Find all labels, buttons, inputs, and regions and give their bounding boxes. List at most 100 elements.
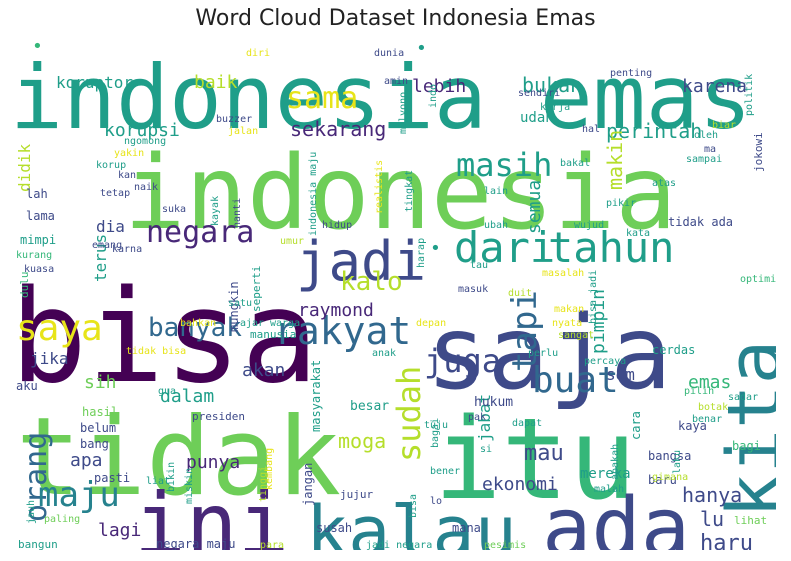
cloud-word: kurang bbox=[16, 250, 52, 261]
cloud-word: pilih bbox=[684, 386, 714, 397]
cloud-word: negara maju bbox=[156, 537, 235, 550]
cloud-word: karna bbox=[112, 244, 142, 255]
cloud-word: tau bbox=[470, 260, 488, 271]
cloud-word: hidup bbox=[322, 220, 352, 231]
cloud-word: mau bbox=[524, 441, 564, 466]
cloud-word: jokowi bbox=[752, 132, 765, 172]
cloud-word: kalo bbox=[340, 267, 403, 297]
cloud-word: apa bbox=[70, 450, 103, 471]
cloud-word: bakal bbox=[560, 158, 590, 169]
cloud-word: jujur bbox=[340, 488, 373, 501]
cloud-word: malah bbox=[594, 484, 624, 495]
cloud-word: bang bbox=[80, 437, 109, 451]
cloud-word: kalau bbox=[306, 491, 517, 550]
cloud-word: paling bbox=[44, 514, 80, 525]
cloud-word: dulu bbox=[18, 272, 31, 299]
cloud-word: sama bbox=[286, 81, 358, 116]
cloud-word: presiden bbox=[192, 410, 245, 423]
cloud-word: bahkan bbox=[180, 318, 216, 329]
cloud-word: banyak bbox=[148, 313, 242, 343]
cloud-word: politik bbox=[744, 74, 755, 116]
cloud-word: lebih bbox=[412, 76, 466, 97]
cloud-word: indonesia maju bbox=[308, 152, 319, 236]
cloud-word: harap bbox=[416, 238, 427, 268]
cloud-word: optimis bbox=[740, 274, 776, 285]
cloud-word: manusia bbox=[250, 328, 296, 341]
cloud-word: sangat bbox=[558, 330, 594, 341]
cloud-word: gimana bbox=[652, 472, 688, 483]
cloud-word: pimpin bbox=[588, 289, 609, 354]
cloud-word: naik bbox=[134, 182, 158, 193]
cloud-word: emang bbox=[92, 240, 122, 251]
cloud-word: didik bbox=[16, 143, 34, 192]
cloud-word: kuasa bbox=[24, 264, 54, 275]
cloud-word: jauh bbox=[26, 500, 37, 524]
cloud-word: kata bbox=[626, 228, 650, 239]
cloud-word: raymond bbox=[298, 300, 374, 321]
cloud-word: lain bbox=[484, 186, 508, 197]
cloud-word: realistis bbox=[374, 160, 385, 214]
cloud-word: bikin bbox=[166, 462, 177, 492]
cloud-word: lu bbox=[700, 507, 724, 531]
cloud-word: seperti bbox=[250, 266, 263, 312]
cloud-word: moga bbox=[338, 429, 386, 453]
cloud-word: tahun bbox=[548, 223, 674, 272]
cloud-word: semua bbox=[524, 180, 545, 234]
cloud-word: tinggi bbox=[258, 466, 269, 502]
cloud-word: diri bbox=[246, 48, 270, 59]
cloud-word: wujud bbox=[574, 220, 604, 231]
cloud-word: koruptor bbox=[56, 73, 133, 92]
cloud-word: dunia bbox=[374, 48, 404, 59]
cloud-word: terus bbox=[91, 234, 110, 282]
cloud-word: sdm bbox=[606, 365, 635, 384]
cloud-word: hukum bbox=[474, 395, 513, 410]
cloud-word: lah bbox=[26, 187, 48, 201]
cloud-word: sih bbox=[84, 372, 117, 393]
cloud-word: bangun bbox=[18, 538, 58, 550]
cloud-word: umur bbox=[280, 236, 304, 247]
chart-title: Word Cloud Dataset Indonesia Emas bbox=[195, 6, 596, 31]
cloud-word: jalan bbox=[228, 126, 258, 137]
cloud-word: hanya bbox=[682, 483, 742, 507]
cloud-word: satu bbox=[228, 298, 252, 309]
cloud-word: ngomong bbox=[124, 136, 166, 147]
cloud-word: karena bbox=[682, 76, 747, 97]
cloud-word: biar bbox=[712, 120, 736, 131]
cloud-word: aku bbox=[16, 379, 38, 393]
cloud-word: akan bbox=[242, 360, 285, 381]
cloud-word: saya bbox=[16, 308, 103, 349]
cloud-word: pasti bbox=[94, 471, 130, 485]
cloud-word: dia bbox=[96, 217, 125, 236]
cloud-word: belum bbox=[80, 421, 116, 435]
cloud-word: kaya bbox=[678, 419, 707, 433]
cloud-word: para bbox=[260, 540, 284, 550]
cloud-word: jadi negara bbox=[366, 540, 432, 550]
cloud-word: pesimis bbox=[484, 540, 526, 550]
cloud-word: masalah bbox=[542, 268, 584, 279]
cloud-word: tetap bbox=[100, 188, 130, 199]
cloud-word: oleh bbox=[694, 130, 718, 141]
cloud-word: sadar bbox=[728, 392, 758, 403]
cloud-word: masuk bbox=[458, 284, 488, 295]
cloud-word: saja bbox=[426, 294, 672, 413]
cloud-word: tingkat bbox=[404, 170, 415, 212]
cloud-word: yakin bbox=[114, 148, 144, 159]
cloud-word: indonesia bbox=[124, 134, 677, 253]
cloud-word: perintah bbox=[606, 119, 702, 143]
cloud-word: indonesia emas bbox=[16, 46, 752, 149]
cloud-word: laku bbox=[672, 450, 683, 474]
cloud-word: dapat bbox=[512, 418, 542, 429]
cloud-word: masih bbox=[456, 146, 552, 184]
cloud-word: emas bbox=[688, 372, 731, 393]
cloud-word: cara bbox=[629, 411, 643, 440]
cloud-word: liat bbox=[146, 476, 170, 487]
cloud-word: suka bbox=[162, 204, 186, 215]
cloud-word: haru bbox=[700, 531, 753, 550]
cloud-word: tidak ada bbox=[668, 215, 733, 229]
cloud-word: baru bbox=[648, 473, 677, 487]
cloud-word: hasil bbox=[82, 405, 118, 419]
cloud-word: jika bbox=[30, 349, 69, 368]
cloud-word: kembang bbox=[264, 448, 275, 490]
cloud-word: buzzer bbox=[216, 114, 252, 125]
cloud-word: ajar bbox=[240, 318, 264, 329]
